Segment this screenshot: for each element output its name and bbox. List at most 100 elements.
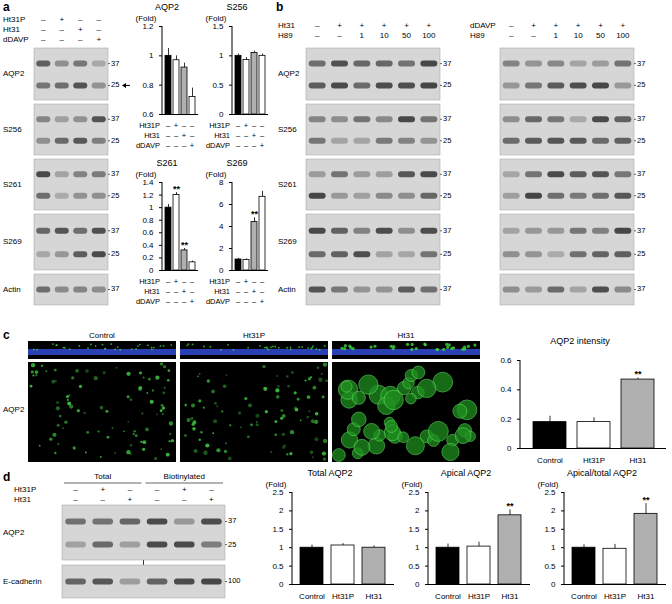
- svg-text:**: **: [642, 495, 650, 505]
- svg-text:25: 25: [637, 80, 645, 89]
- svg-text:25: 25: [111, 136, 119, 145]
- svg-text:–: –: [236, 141, 241, 150]
- svg-text:37: 37: [443, 59, 451, 68]
- svg-text:+: +: [174, 121, 179, 130]
- svg-text:–: –: [166, 131, 171, 140]
- svg-text:1.5: 1.5: [212, 22, 224, 31]
- svg-text:25: 25: [443, 191, 451, 200]
- svg-text:–: –: [260, 121, 265, 130]
- svg-text:Ht31: Ht31: [214, 287, 230, 296]
- svg-text:Control: Control: [89, 331, 115, 340]
- svg-text:Ht31: Ht31: [502, 592, 519, 601]
- svg-text:–: –: [209, 485, 214, 494]
- svg-text:100: 100: [616, 31, 630, 40]
- svg-text:–: –: [174, 287, 179, 296]
- svg-text:1.5: 1.5: [544, 525, 556, 534]
- svg-text:–: –: [315, 31, 320, 40]
- svg-text:(Fold): (Fold): [402, 480, 423, 489]
- svg-text:AQP2: AQP2: [3, 405, 25, 414]
- svg-text:S256: S256: [3, 125, 22, 134]
- svg-text:–: –: [78, 15, 83, 24]
- svg-text:37: 37: [443, 284, 451, 293]
- svg-text:S269: S269: [278, 237, 297, 246]
- svg-text:Ht31P: Ht31P: [139, 121, 160, 130]
- svg-text:50: 50: [402, 31, 411, 40]
- svg-text:1: 1: [219, 51, 224, 60]
- svg-text:+: +: [576, 21, 581, 30]
- svg-text:–: –: [41, 35, 46, 44]
- svg-text:1: 1: [149, 51, 154, 60]
- svg-text:+: +: [359, 21, 364, 30]
- svg-text:50: 50: [596, 31, 605, 40]
- svg-text:–: –: [236, 277, 241, 286]
- svg-text:100: 100: [422, 31, 436, 40]
- svg-text:37: 37: [111, 59, 119, 68]
- svg-text:S269: S269: [3, 237, 22, 246]
- svg-text:Ht31P: Ht31P: [209, 277, 230, 286]
- svg-text:–: –: [190, 131, 195, 140]
- svg-text:1: 1: [551, 543, 556, 552]
- svg-text:(Fold): (Fold): [538, 480, 559, 489]
- svg-text:Ht31: Ht31: [3, 25, 20, 34]
- svg-text:dDAVP: dDAVP: [3, 35, 29, 44]
- svg-text:S256: S256: [278, 125, 297, 134]
- svg-text:–: –: [78, 35, 83, 44]
- svg-text:–: –: [252, 141, 257, 150]
- svg-text:0.2: 0.2: [500, 415, 512, 424]
- svg-text:+: +: [382, 21, 387, 30]
- svg-text:–: –: [97, 15, 102, 24]
- svg-text:0.6: 0.6: [142, 228, 154, 237]
- svg-text:–: –: [60, 35, 65, 44]
- svg-text:37: 37: [443, 169, 451, 178]
- svg-text:–: –: [252, 277, 257, 286]
- svg-text:25: 25: [111, 80, 119, 89]
- svg-text:0.5: 0.5: [272, 562, 284, 571]
- svg-text:**: **: [251, 209, 259, 219]
- svg-text:+: +: [96, 35, 101, 44]
- svg-text:–: –: [315, 21, 320, 30]
- svg-text:dDAVP: dDAVP: [206, 297, 230, 306]
- svg-text:S261: S261: [278, 180, 297, 189]
- svg-text:Ht31P: Ht31P: [243, 331, 265, 340]
- svg-text:1.5: 1.5: [272, 525, 284, 534]
- svg-text:0.5: 0.5: [212, 81, 224, 90]
- svg-text:2.5: 2.5: [272, 488, 284, 497]
- svg-text:Ht31: Ht31: [144, 287, 160, 296]
- svg-text:dDAVP: dDAVP: [470, 21, 496, 30]
- svg-text:0: 0: [219, 110, 224, 119]
- svg-text:25: 25: [443, 136, 451, 145]
- svg-text:0.8: 0.8: [142, 81, 154, 90]
- svg-text:+: +: [553, 21, 558, 30]
- svg-text:1.4: 1.4: [142, 178, 154, 187]
- svg-text:+: +: [404, 21, 409, 30]
- svg-text:37: 37: [111, 169, 119, 178]
- svg-text:+: +: [260, 141, 265, 150]
- svg-text:+: +: [598, 21, 603, 30]
- svg-text:+: +: [252, 287, 257, 296]
- svg-text:(Fold): (Fold): [266, 480, 287, 489]
- svg-text:0.8: 0.8: [142, 216, 154, 225]
- svg-text:Ht31P: Ht31P: [14, 485, 36, 494]
- svg-text:+: +: [620, 21, 625, 30]
- svg-text:Ht31P: Ht31P: [3, 15, 25, 24]
- svg-text:0: 0: [279, 580, 284, 589]
- svg-text:2.5: 2.5: [408, 488, 420, 497]
- svg-text:+: +: [244, 277, 249, 286]
- svg-text:37: 37: [111, 226, 119, 235]
- svg-text:S261: S261: [3, 180, 22, 189]
- svg-text:37: 37: [637, 226, 645, 235]
- svg-text:Ht31P: Ht31P: [332, 592, 354, 601]
- svg-text:–: –: [73, 495, 78, 504]
- svg-text:25: 25: [111, 249, 119, 258]
- svg-text:4: 4: [219, 222, 224, 231]
- svg-text:+: +: [244, 121, 249, 130]
- svg-text:Control: Control: [571, 592, 597, 601]
- svg-text:37: 37: [228, 516, 236, 525]
- svg-text:–: –: [252, 297, 257, 306]
- svg-text:–: –: [252, 121, 257, 130]
- svg-text:–: –: [60, 25, 65, 34]
- svg-text:–: –: [260, 131, 265, 140]
- svg-text:25: 25: [637, 249, 645, 258]
- svg-text:37: 37: [637, 59, 645, 68]
- svg-text:–: –: [166, 297, 171, 306]
